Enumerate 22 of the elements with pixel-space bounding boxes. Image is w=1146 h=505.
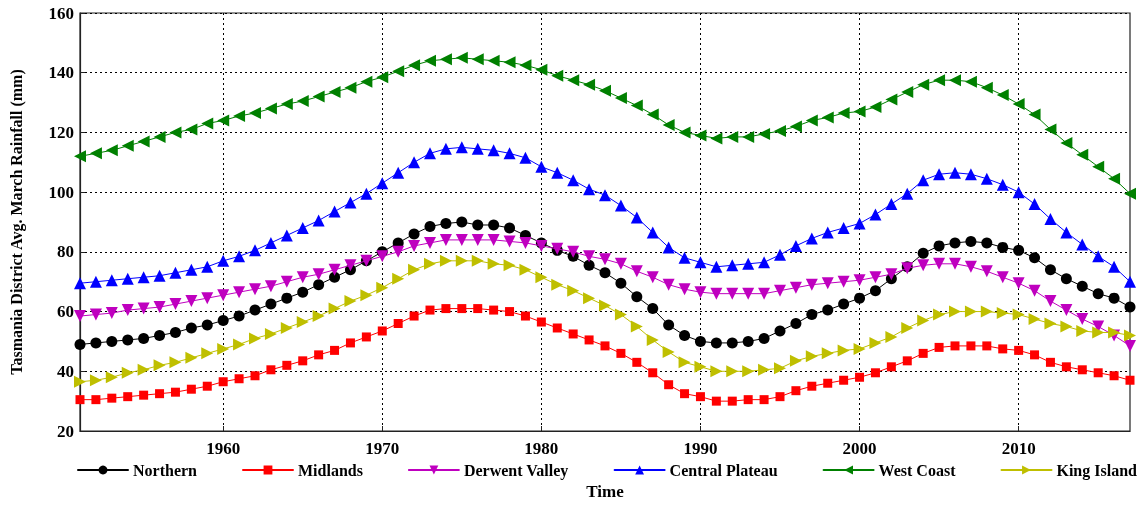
x-tick-label: 1980 <box>524 439 559 458</box>
legend-label: Derwent Valley <box>463 461 569 480</box>
legend-label: King Island <box>1056 461 1138 480</box>
legend-label: West Coast <box>878 461 957 479</box>
legend-label: Northern <box>133 461 198 479</box>
x-tick-label: 2000 <box>842 439 877 458</box>
y-tick-label: 20 <box>57 421 74 441</box>
legend-label: Midlands <box>297 461 363 479</box>
y-tick-label: 160 <box>48 3 74 23</box>
x-tick-label: 1970 <box>365 439 400 458</box>
y-tick-label: 100 <box>48 182 74 202</box>
y-tick-label: 60 <box>57 302 74 322</box>
x-tick-label: 1960 <box>206 439 241 458</box>
x-axis-title: Time <box>586 482 625 501</box>
y-tick-label: 80 <box>57 242 74 262</box>
y-axis-title: Tasmania District Avg. March Rainfall (mm) <box>7 69 26 375</box>
y-tick-label: 120 <box>48 122 74 142</box>
y-tick-label: 140 <box>48 63 74 83</box>
y-tick-label: 40 <box>57 361 74 381</box>
x-tick-label: 1990 <box>683 439 718 458</box>
legend-label: Central Plateau <box>669 461 778 479</box>
x-tick-label: 2010 <box>1001 439 1036 458</box>
